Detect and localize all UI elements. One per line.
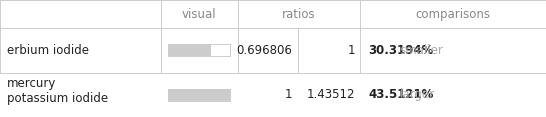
Text: smaller: smaller	[400, 44, 443, 57]
Text: larger: larger	[400, 88, 435, 101]
Bar	[168, 44, 211, 56]
Text: 0.696806: 0.696806	[236, 44, 292, 57]
Text: 43.5121%: 43.5121%	[369, 88, 434, 101]
Bar	[168, 89, 230, 101]
Bar	[168, 89, 230, 101]
Text: 30.3194%: 30.3194%	[369, 44, 434, 57]
Text: mercury
potassium iodide: mercury potassium iodide	[7, 77, 108, 105]
Text: ratios: ratios	[282, 7, 316, 21]
Bar	[168, 44, 230, 56]
Text: erbium iodide: erbium iodide	[7, 44, 88, 57]
Text: 1.43512: 1.43512	[306, 88, 355, 101]
Text: 1: 1	[284, 88, 292, 101]
Text: visual: visual	[182, 7, 217, 21]
Text: comparisons: comparisons	[416, 7, 491, 21]
Text: 1: 1	[347, 44, 355, 57]
